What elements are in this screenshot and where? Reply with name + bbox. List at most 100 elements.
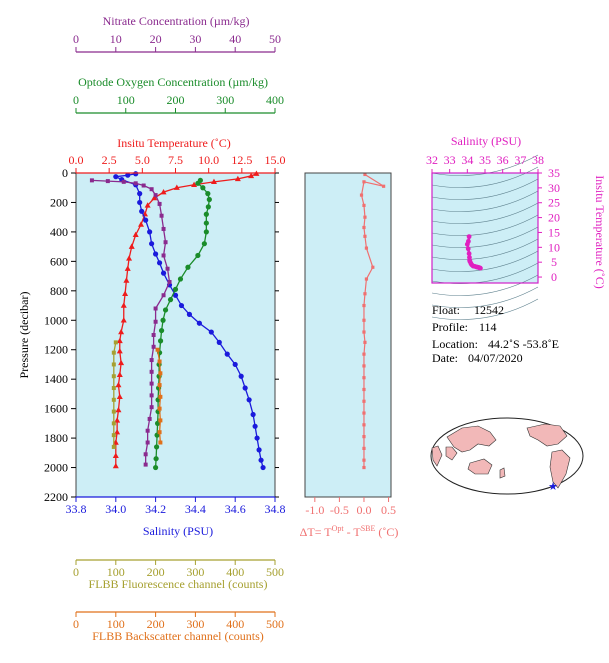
temperature-point <box>151 194 158 201</box>
nitrate-point <box>157 201 162 206</box>
temperature-point <box>210 178 217 185</box>
delta-t-point <box>362 387 366 392</box>
temperature-point <box>112 452 119 458</box>
pressure-tick-label: 2000 <box>44 461 68 475</box>
salinity-point <box>208 329 214 335</box>
nitrate-point <box>149 381 154 386</box>
temperature-point <box>116 337 123 344</box>
salinity-tick-label: 34.6 <box>225 502 246 516</box>
nitrate-point <box>143 452 148 457</box>
nitrate-tick-label: 0 <box>73 32 79 46</box>
oxygen-point <box>200 185 206 191</box>
pressure-tick-label: 1600 <box>44 402 68 416</box>
temperature-point <box>144 202 151 208</box>
ts-density-contours <box>431 154 539 320</box>
fluorescence-tick-label: 0 <box>73 565 79 579</box>
pressure-tick-label: 400 <box>50 225 68 239</box>
delta-t-point <box>362 423 366 427</box>
nitrate-axis: 0 10 20 30 40 50 <box>73 32 281 53</box>
temperature-point <box>128 243 135 249</box>
salinity-point <box>256 447 262 453</box>
salinity-tick-label: 34.2 <box>145 502 166 516</box>
nitrate-point <box>149 369 154 374</box>
oxygen-point <box>162 307 169 313</box>
salinity-tick-label: 34.0 <box>105 502 126 516</box>
oxygen-point <box>201 241 207 247</box>
nitrate-point <box>105 179 110 184</box>
fluorescence-point <box>111 397 116 402</box>
nitrate-point <box>163 240 168 245</box>
date-value: 04/07/2020 <box>468 351 523 365</box>
backscatter-point <box>157 430 162 435</box>
salinity-point <box>137 199 143 206</box>
delta-t-point <box>362 303 366 308</box>
delta-t-tick-label: -1.0 <box>305 503 324 517</box>
ts-density-contour <box>431 274 539 296</box>
nitrate-point <box>149 393 154 398</box>
nitrate-point <box>121 179 126 184</box>
fluorescence-point <box>111 362 116 367</box>
delta-t-point <box>362 352 366 356</box>
oxygen-axis: 0 100 200 300 400 <box>73 93 284 114</box>
temperature-axis-label: Insitu Temperature (˚C) <box>117 136 231 150</box>
oxygen-point <box>195 180 201 186</box>
australia-landmass <box>467 458 493 475</box>
ts-temperature-tick-label: 20 <box>548 211 560 225</box>
nitrate-point <box>149 358 154 363</box>
fluorescence-tick-label: 200 <box>147 565 165 579</box>
ts-density-contour <box>431 286 539 308</box>
salinity-point <box>258 457 264 463</box>
temperature-point <box>248 172 255 179</box>
nitrate-point <box>167 279 172 284</box>
backscatter-point <box>158 371 163 376</box>
salinity-axis: 33.8 34.0 34.2 34.4 34.6 34.8 <box>66 496 286 516</box>
delta-t-point <box>371 265 375 269</box>
oxygen-point <box>205 191 211 197</box>
pressure-tick-label: 0 <box>62 166 68 180</box>
temperature-tick-label: 12.5 <box>231 153 252 167</box>
oxygen-point <box>185 264 191 270</box>
temperature-point <box>122 290 129 296</box>
float-label: Float: <box>432 303 460 317</box>
oxygen-point <box>203 220 209 226</box>
nitrate-point <box>143 462 148 467</box>
map-landmasses <box>431 423 571 489</box>
africa-landmass <box>431 445 443 467</box>
ts-salinity-tick-label: 37 <box>514 153 526 167</box>
new-zealand-landmass <box>499 467 506 479</box>
pressure-axis: 0 200 400 600 800 1000 1200 1400 1600 1800 2000 220… <box>44 166 279 504</box>
backscatter-point <box>157 406 162 411</box>
delta-t-tick-label: 0.5 <box>381 503 396 517</box>
oxygen-point <box>203 211 209 217</box>
ts-salinity-tick-label: 34 <box>461 153 473 167</box>
temperature-point <box>112 462 119 469</box>
delta-t-panel: -1.0 -0.5 0.0 0.5 ΔT= TOpt - TSBE (˚C) <box>300 172 398 539</box>
asia-landmass <box>446 425 497 453</box>
ts-temperature-tick-label: 25 <box>548 196 560 210</box>
fluorescence-point <box>111 444 116 449</box>
backscatter-tick-label: 300 <box>186 617 204 631</box>
delta-t-point <box>362 399 366 403</box>
ts-series <box>464 234 483 271</box>
ts-point <box>478 265 483 271</box>
oxygen-point <box>205 204 211 210</box>
salinity-point <box>149 241 155 247</box>
india-landmass <box>445 446 458 461</box>
pressure-tick-label: 2200 <box>44 490 68 504</box>
salinity-tick-label: 34.8 <box>265 502 286 516</box>
delta-t-point <box>362 203 366 207</box>
salinity-point <box>147 229 153 235</box>
temperature-point <box>118 359 125 366</box>
profile-label: Profile: <box>432 320 468 334</box>
backscatter-point <box>157 383 162 388</box>
ts-temperature-tick-label: 35 <box>548 166 560 180</box>
fluorescence-point <box>113 340 118 345</box>
temperature-point <box>114 417 121 423</box>
temperature-point <box>114 429 121 435</box>
salinity-point <box>252 423 258 429</box>
oxygen-point <box>177 276 184 282</box>
nitrate-tick-label: 10 <box>110 32 122 46</box>
